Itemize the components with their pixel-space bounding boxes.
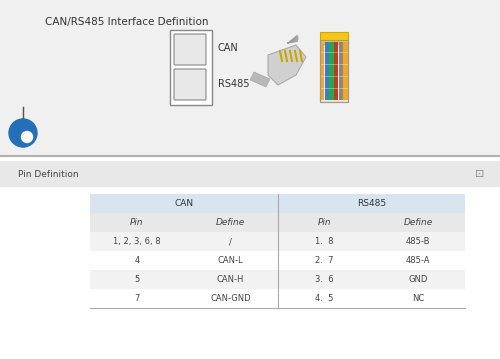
Text: 485-B: 485-B	[406, 237, 430, 246]
Text: GND: GND	[408, 275, 428, 284]
Text: CAN: CAN	[218, 43, 239, 53]
Circle shape	[22, 131, 32, 143]
Polygon shape	[250, 72, 270, 87]
Text: 7: 7	[134, 294, 140, 303]
Bar	[0, 161, 500, 187]
Bar	[0, 0, 500, 156]
Polygon shape	[268, 45, 306, 85]
Text: CAN/RS485 Interface Definition: CAN/RS485 Interface Definition	[45, 17, 208, 27]
Text: CAN-L: CAN-L	[218, 256, 244, 265]
Bar	[90, 289, 465, 308]
Text: Pin Definition: Pin Definition	[18, 170, 78, 179]
Bar	[90, 194, 465, 213]
Bar	[334, 42, 338, 100]
Text: RS485: RS485	[356, 199, 386, 208]
Bar	[90, 232, 465, 251]
Text: NC: NC	[412, 294, 424, 303]
Bar	[320, 40, 348, 102]
Text: RS485: RS485	[218, 79, 250, 89]
Text: CAN-GND: CAN-GND	[210, 294, 251, 303]
Polygon shape	[14, 119, 32, 127]
FancyBboxPatch shape	[174, 69, 206, 100]
Text: 4: 4	[134, 256, 140, 265]
Bar	[90, 251, 465, 270]
Text: Pin: Pin	[130, 218, 143, 227]
Bar	[344, 42, 347, 100]
Text: ⊡: ⊡	[476, 169, 484, 179]
Text: 1, 2, 3, 6, 8: 1, 2, 3, 6, 8	[113, 237, 160, 246]
Bar	[320, 40, 348, 102]
Text: CAN-H: CAN-H	[217, 275, 244, 284]
Text: 2.  7: 2. 7	[315, 256, 334, 265]
Text: 485-A: 485-A	[406, 256, 430, 265]
Bar	[338, 42, 343, 100]
Bar	[320, 42, 324, 100]
Text: /: /	[229, 237, 232, 246]
Text: Define: Define	[404, 218, 433, 227]
Text: CAN: CAN	[174, 199, 194, 208]
Text: Pin: Pin	[318, 218, 331, 227]
Bar	[324, 42, 329, 100]
Bar	[90, 270, 465, 289]
FancyBboxPatch shape	[174, 34, 206, 65]
Bar	[320, 32, 348, 44]
Bar	[330, 42, 334, 100]
Text: 4.  5: 4. 5	[315, 294, 334, 303]
Circle shape	[9, 119, 37, 147]
Text: 1.  8: 1. 8	[315, 237, 334, 246]
Bar	[170, 30, 212, 105]
Text: Define: Define	[216, 218, 245, 227]
Bar	[90, 213, 465, 232]
Text: 3.  6: 3. 6	[315, 275, 334, 284]
Bar	[0, 156, 500, 359]
Text: 5: 5	[134, 275, 140, 284]
